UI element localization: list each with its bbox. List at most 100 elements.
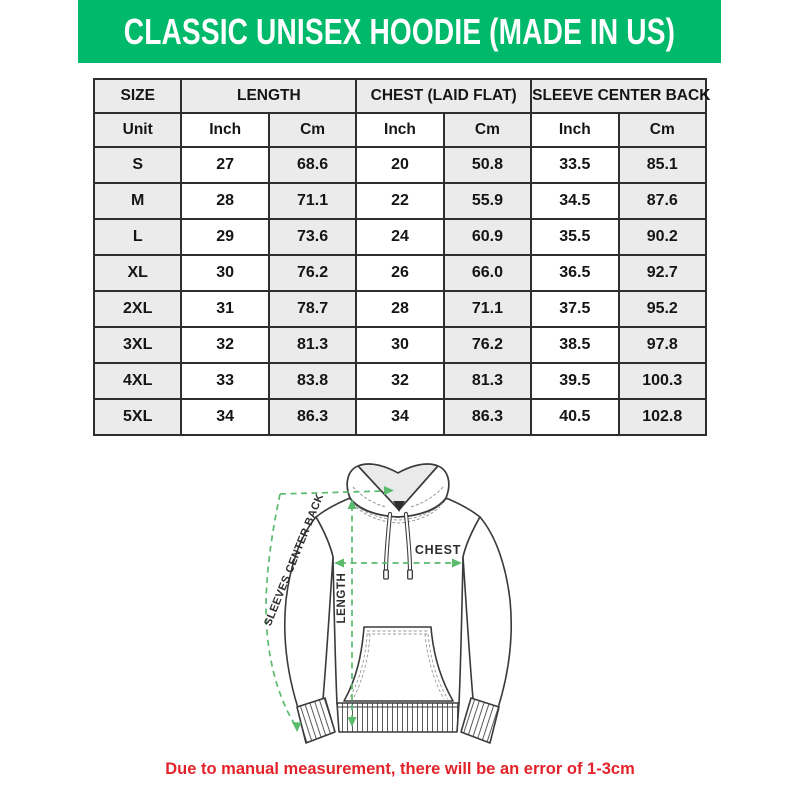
measurement-cell: 20 [355,146,445,184]
measurement-cell: 95.2 [617,290,708,328]
measurement-cell: 22 [355,182,445,220]
measurement-cell: 33.5 [530,146,620,184]
measurement-cell: 90.2 [617,218,708,256]
measurement-cell: 78.7 [267,290,358,328]
size-chart-body: SIZE LENGTH CHEST (LAID FLAT) SLEEVE CENTER… [92,78,710,436]
measurement-cell: 35.5 [530,218,620,256]
size-row: 2XL 31 78.7 28 71.1 37.5 95.2 [92,290,708,328]
section-header: CHEST (LAID FLAT) [355,78,533,114]
measurement-cell: 28 [355,290,445,328]
measurement-cell: 28 [180,182,270,220]
size-label-cell: 3XL [92,326,183,364]
size-row: 3XL 32 81.3 30 76.2 38.5 97.8 [92,326,708,364]
size-label-cell: XL [92,254,183,292]
size-row: L 29 73.6 24 60.9 35.5 90.2 [92,218,708,256]
size-label-cell: S [92,146,183,184]
measurement-cell: 30 [355,326,445,364]
section-header: SLEEVE CENTER BACK [530,78,710,114]
size-row: M 28 71.1 22 55.9 34.5 87.6 [92,182,708,220]
measurement-cell: 34 [355,398,445,436]
hood [346,463,450,524]
measurement-cell: 86.3 [442,398,533,436]
size-row: 5XL 34 86.3 34 86.3 40.5 102.8 [92,398,708,436]
unit-header: Cm [617,112,708,148]
measurement-cell: 71.1 [442,290,533,328]
section-header: SIZE [92,78,183,114]
hood-neck-notch [393,501,405,512]
measurement-cell: 97.8 [617,326,708,364]
chest-measure-label: CHEST [415,543,461,557]
measurement-cell: 34.5 [530,182,620,220]
measurement-cell: 85.1 [617,146,708,184]
measurement-cell: 81.3 [442,362,533,400]
measurement-cell: 102.8 [617,398,708,436]
unit-header: Unit [92,112,183,148]
measurement-cell: 30 [180,254,270,292]
measurement-cell: 100.3 [617,362,708,400]
measurement-cell: 76.2 [442,326,533,364]
measurement-cell: 32 [180,326,270,364]
measurement-cell: 27 [180,146,270,184]
measurement-cell: 39.5 [530,362,620,400]
measurement-cell: 24 [355,218,445,256]
kangaroo-pocket [343,626,454,702]
section-header: LENGTH [180,78,358,114]
arrowhead-length-up [347,499,357,509]
drawstrings [383,511,413,580]
title-banner: CLASSIC UNISEX HOODIE (MADE IN US) [78,0,721,63]
size-label-cell: 5XL [92,398,183,436]
measurement-cell: 86.3 [267,398,358,436]
measurement-cell: 60.9 [442,218,533,256]
measurement-cell: 55.9 [442,182,533,220]
arrowhead-chest-right [452,558,462,568]
measurement-cell: 26 [355,254,445,292]
measurement-cell: 37.5 [530,290,620,328]
measurement-cell: 29 [180,218,270,256]
arrowhead-length-down [347,717,357,727]
hem-band [336,702,460,733]
unit-header: Cm [267,112,358,148]
measurement-cell: 32 [355,362,445,400]
measurement-cell: 31 [180,290,270,328]
size-label-cell: 2XL [92,290,183,328]
measurement-cell: 50.8 [442,146,533,184]
size-label-cell: L [92,218,183,256]
measurement-cell: 34 [180,398,270,436]
hood-inner-lining [359,464,437,510]
size-row: 4XL 33 83.8 32 81.3 39.5 100.3 [92,362,708,400]
unit-header: Inch [355,112,445,148]
measurement-cell: 66.0 [442,254,533,292]
arrowhead-cuff-down [292,722,302,732]
right-sleeve [462,516,513,709]
measurement-cell: 83.8 [267,362,358,400]
arrowhead-chest-left [334,558,344,568]
size-label-cell: M [92,182,183,220]
measurement-cell: 68.6 [267,146,358,184]
left-cuff [296,697,336,744]
arrowhead-right [384,486,394,495]
measurement-cell: 40.5 [530,398,620,436]
hoodie-measurement-diagram: SLEEVES CENTER BACK LENGTH CHEST [262,463,513,744]
hoodie-sleeves [283,516,513,744]
size-row: XL 30 76.2 26 66.0 36.5 92.7 [92,254,708,292]
back-neck-line [279,490,385,495]
size-label-cell: 4XL [92,362,183,400]
measurement-cell: 38.5 [530,326,620,364]
measurement-cell: 73.6 [267,218,358,256]
measurement-cell: 81.3 [267,326,358,364]
page-title: CLASSIC UNISEX HOODIE (MADE IN US) [123,10,676,52]
sleeve-measure-line [265,493,296,726]
measurement-cell: 92.7 [617,254,708,292]
measurement-cell: 71.1 [267,182,358,220]
left-sleeve [283,516,334,709]
measurement-disclaimer: Due to manual measurement, there will be… [165,760,635,778]
size-row: S 27 68.6 20 50.8 33.5 85.1 [92,146,708,184]
unit-header: Inch [180,112,270,148]
size-chart-table: SIZE LENGTH CHEST (LAID FLAT) SLEEVE CENTER… [92,78,710,436]
measurement-cell: 76.2 [267,254,358,292]
measurement-cell: 36.5 [530,254,620,292]
unit-header: Cm [442,112,533,148]
length-measure-label: LENGTH [336,573,348,624]
right-cuff [460,697,500,744]
unit-header: Inch [530,112,620,148]
